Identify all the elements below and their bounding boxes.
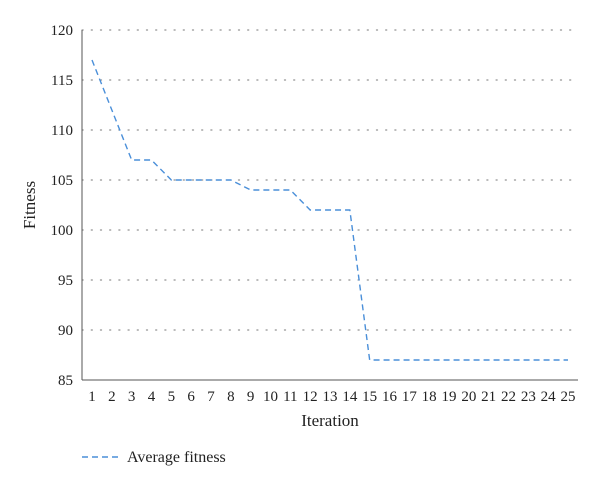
x-tick-label: 19 — [442, 389, 457, 405]
x-axis-title: Iteration — [301, 411, 359, 430]
x-tick-label: 16 — [382, 389, 398, 405]
x-tick-label: 22 — [501, 389, 516, 405]
x-tick-label: 17 — [402, 389, 418, 405]
x-tick-label: 25 — [561, 389, 576, 405]
x-tick-label: 10 — [263, 389, 278, 405]
x-tick-label: 8 — [227, 389, 235, 405]
y-tick-label: 90 — [58, 323, 73, 339]
x-tick-label: 5 — [168, 389, 176, 405]
x-tick-label: 18 — [422, 389, 437, 405]
x-tick-label: 14 — [342, 389, 358, 405]
y-tick-label: 95 — [58, 273, 73, 289]
x-tick-label: 11 — [283, 389, 297, 405]
x-tick-label: 24 — [541, 389, 557, 405]
x-tick-label: 21 — [481, 389, 496, 405]
legend: Average fitness — [82, 449, 226, 466]
y-tick-label: 100 — [51, 223, 74, 239]
x-tick-label: 4 — [148, 389, 156, 405]
x-tick-label: 9 — [247, 389, 255, 405]
y-tick-labels: 85 90 95 100 105 110 115 120 — [51, 23, 74, 389]
x-tick-label: 1 — [88, 389, 96, 405]
x-tick-label: 2 — [108, 389, 116, 405]
y-tick-label: 110 — [51, 123, 73, 139]
x-tick-label: 13 — [323, 389, 338, 405]
x-tick-label: 3 — [128, 389, 136, 405]
x-tick-label: 7 — [207, 389, 215, 405]
grid-lines — [81, 29, 579, 331]
legend-label: Average fitness — [127, 449, 226, 466]
y-tick-label: 120 — [51, 23, 74, 39]
series-line — [91, 59, 568, 361]
y-tick-label: 105 — [51, 173, 74, 189]
x-tick-label: 23 — [521, 389, 536, 405]
series-layer — [91, 59, 568, 361]
y-tick-label: 115 — [51, 73, 73, 89]
x-tick-label: 15 — [362, 389, 377, 405]
y-axis-title: Fitness — [20, 181, 39, 229]
y-tick-label: 85 — [58, 373, 73, 389]
x-tick-labels: 1 2 3 4 5 6 7 8 9 10 11 12 13 14 15 16 17 18 19 20 21 22 23 24 2… — [88, 389, 575, 405]
x-tick-label: 20 — [461, 389, 476, 405]
x-tick-label: 12 — [303, 389, 318, 405]
x-tick-label: 6 — [187, 389, 195, 405]
